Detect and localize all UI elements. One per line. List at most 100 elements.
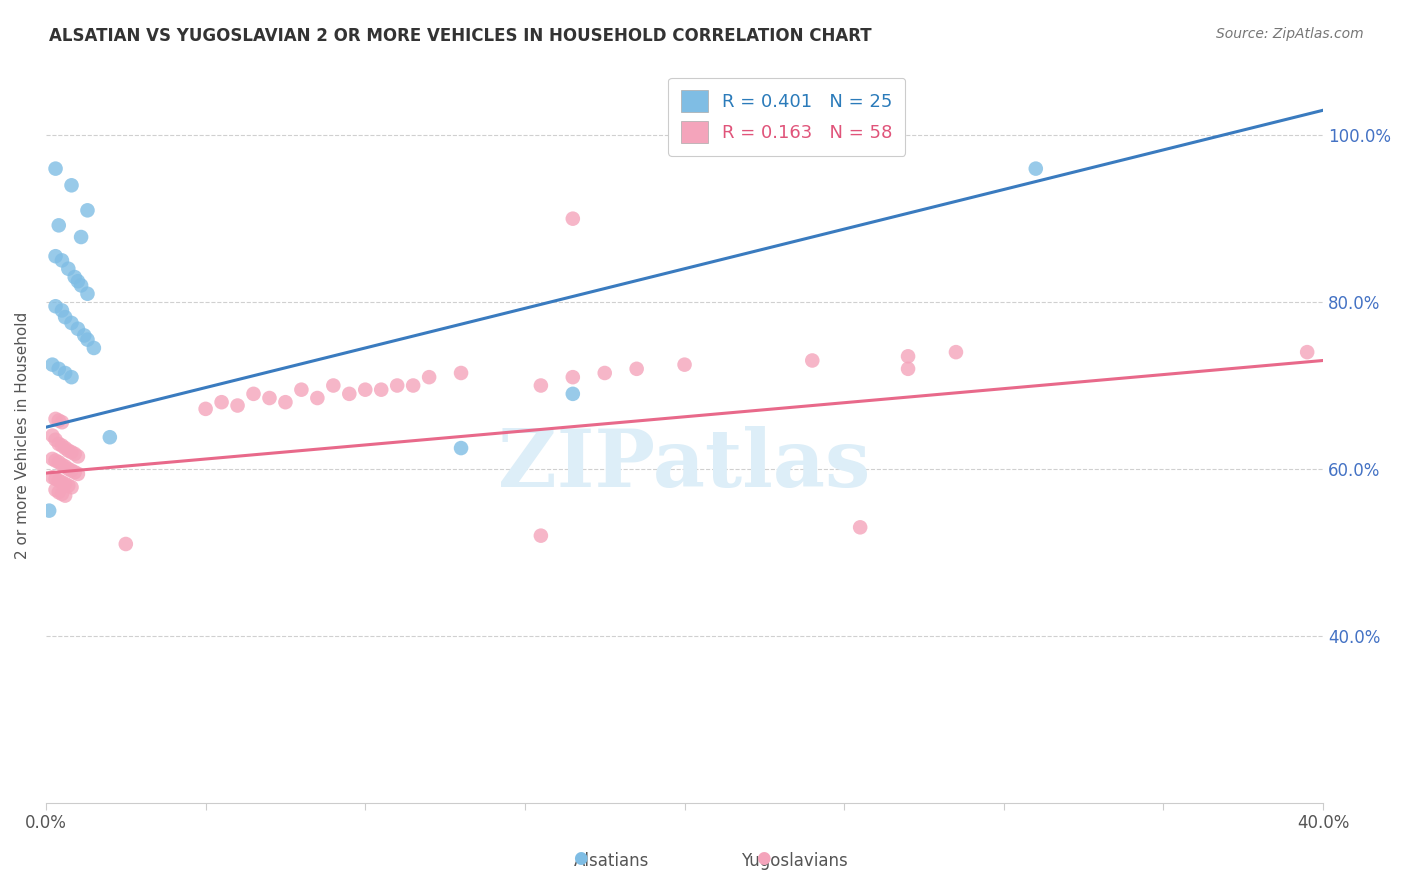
- Text: Source: ZipAtlas.com: Source: ZipAtlas.com: [1216, 27, 1364, 41]
- Point: [48, 361, 70, 376]
- Legend: R = 0.401   N = 25, R = 0.163   N = 58: R = 0.401 N = 25, R = 0.163 N = 58: [668, 78, 905, 156]
- Point: [593, 366, 616, 380]
- Point: [53, 366, 76, 380]
- Point: [58, 478, 80, 492]
- Point: [51, 415, 73, 429]
- Point: [98, 430, 121, 444]
- Point: [337, 387, 360, 401]
- Point: [897, 349, 920, 363]
- Point: [673, 358, 696, 372]
- Point: [70, 278, 93, 293]
- Point: [45, 249, 67, 263]
- Point: [53, 441, 76, 455]
- Point: [53, 489, 76, 503]
- Point: [211, 395, 233, 409]
- Point: [66, 322, 89, 336]
- Point: [60, 370, 83, 384]
- Text: ●: ●: [574, 849, 588, 867]
- Point: [45, 453, 67, 467]
- Point: [58, 462, 80, 476]
- Point: [53, 310, 76, 324]
- Point: [48, 413, 70, 427]
- Point: [274, 395, 297, 409]
- Point: [259, 391, 281, 405]
- Point: [83, 341, 105, 355]
- Point: [307, 391, 329, 405]
- Point: [51, 253, 73, 268]
- Point: [48, 455, 70, 469]
- Point: [66, 467, 89, 481]
- Point: [53, 477, 76, 491]
- Point: [561, 211, 583, 226]
- Point: [63, 465, 86, 479]
- Point: [51, 458, 73, 472]
- Point: [626, 361, 648, 376]
- Point: [41, 428, 63, 442]
- Point: [60, 480, 83, 494]
- Point: [194, 401, 217, 416]
- Point: [45, 161, 67, 176]
- Point: [242, 387, 264, 401]
- Point: [114, 537, 136, 551]
- Point: [45, 472, 67, 486]
- Point: [226, 399, 249, 413]
- Point: [402, 378, 425, 392]
- Point: [53, 459, 76, 474]
- Point: [45, 412, 67, 426]
- Point: [70, 230, 93, 244]
- Point: [370, 383, 392, 397]
- Point: [76, 203, 98, 218]
- Point: [51, 487, 73, 501]
- Point: [58, 443, 80, 458]
- Y-axis label: 2 or more Vehicles in Household: 2 or more Vehicles in Household: [15, 312, 30, 559]
- Point: [60, 178, 83, 193]
- Point: [290, 383, 312, 397]
- Point: [450, 366, 472, 380]
- Point: [801, 353, 824, 368]
- Point: [897, 361, 920, 376]
- Point: [1296, 345, 1319, 359]
- Point: [48, 485, 70, 500]
- Text: ZIPatlas: ZIPatlas: [499, 425, 870, 504]
- Point: [51, 475, 73, 490]
- Point: [561, 370, 583, 384]
- Text: Alsatians: Alsatians: [574, 852, 650, 870]
- Point: [48, 437, 70, 451]
- Point: [76, 286, 98, 301]
- Point: [561, 387, 583, 401]
- Point: [60, 445, 83, 459]
- Point: [1025, 161, 1047, 176]
- Point: [945, 345, 967, 359]
- Point: [48, 219, 70, 233]
- Point: [41, 358, 63, 372]
- Point: [63, 270, 86, 285]
- Point: [51, 439, 73, 453]
- Point: [76, 333, 98, 347]
- Point: [38, 503, 60, 517]
- Point: [48, 474, 70, 488]
- Point: [41, 451, 63, 466]
- Point: [60, 464, 83, 478]
- Point: [66, 450, 89, 464]
- Point: [66, 274, 89, 288]
- Point: [450, 441, 472, 455]
- Point: [418, 370, 440, 384]
- Point: [385, 378, 408, 392]
- Point: [45, 433, 67, 447]
- Point: [63, 447, 86, 461]
- Point: [60, 316, 83, 330]
- Point: [322, 378, 344, 392]
- Point: [41, 470, 63, 484]
- Point: [530, 529, 553, 543]
- Point: [45, 483, 67, 497]
- Text: Yugoslavians: Yugoslavians: [741, 852, 848, 870]
- Point: [58, 261, 80, 276]
- Text: ●: ●: [756, 849, 770, 867]
- Point: [354, 383, 377, 397]
- Point: [51, 303, 73, 318]
- Point: [45, 299, 67, 313]
- Text: ALSATIAN VS YUGOSLAVIAN 2 OR MORE VEHICLES IN HOUSEHOLD CORRELATION CHART: ALSATIAN VS YUGOSLAVIAN 2 OR MORE VEHICL…: [49, 27, 872, 45]
- Point: [530, 378, 553, 392]
- Point: [849, 520, 872, 534]
- Point: [73, 328, 96, 343]
